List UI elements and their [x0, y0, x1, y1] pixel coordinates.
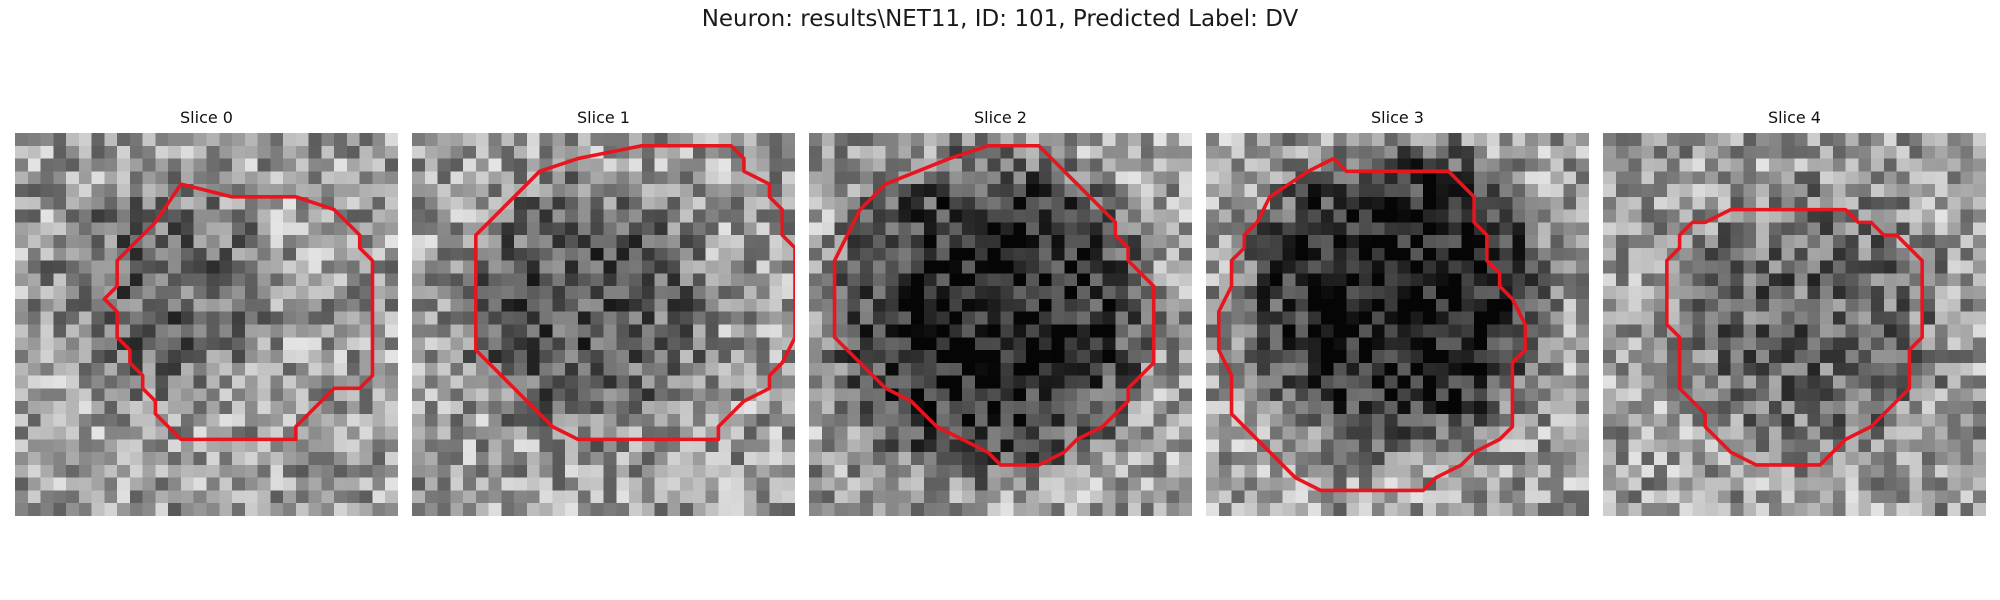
segmentation-contour: [102, 182, 375, 442]
segmentation-contour: [474, 143, 795, 442]
slice-title: Slice 0: [180, 108, 233, 127]
pixel-grid: [15, 133, 398, 516]
slice-title: Slice 3: [1371, 108, 1424, 127]
pixel-grid: [1603, 133, 1986, 516]
slice-panel-1: Slice 1: [412, 108, 795, 520]
slice-image: [1603, 133, 1986, 516]
slice-panel-4: Slice 4: [1603, 108, 1986, 520]
slice-panel-3: Slice 3: [1206, 108, 1589, 520]
slice-panel-2: Slice 2: [809, 108, 1192, 520]
slice-title: Slice 2: [974, 108, 1027, 127]
segmentation-contour: [1665, 207, 1924, 467]
slice-panel-0: Slice 0: [15, 108, 398, 520]
slice-image: [809, 133, 1192, 516]
slice-image: [1206, 133, 1589, 516]
slice-image: [412, 133, 795, 516]
segmentation-contour: [832, 143, 1156, 467]
figure-title: Neuron: results\NET11, ID: 101, Predicte…: [701, 6, 1299, 32]
slice-image: [15, 133, 398, 516]
segmentation-contour: [1216, 156, 1527, 493]
pixel-grid: [1206, 133, 1589, 516]
slice-title: Slice 4: [1768, 108, 1821, 127]
pixel-grid: [809, 133, 1192, 516]
slice-title: Slice 1: [577, 108, 630, 127]
pixel-grid: [412, 133, 795, 516]
slice-panels: Slice 0 Slice 1 Slice 2 Slice 3 Slice 4: [15, 108, 1987, 520]
